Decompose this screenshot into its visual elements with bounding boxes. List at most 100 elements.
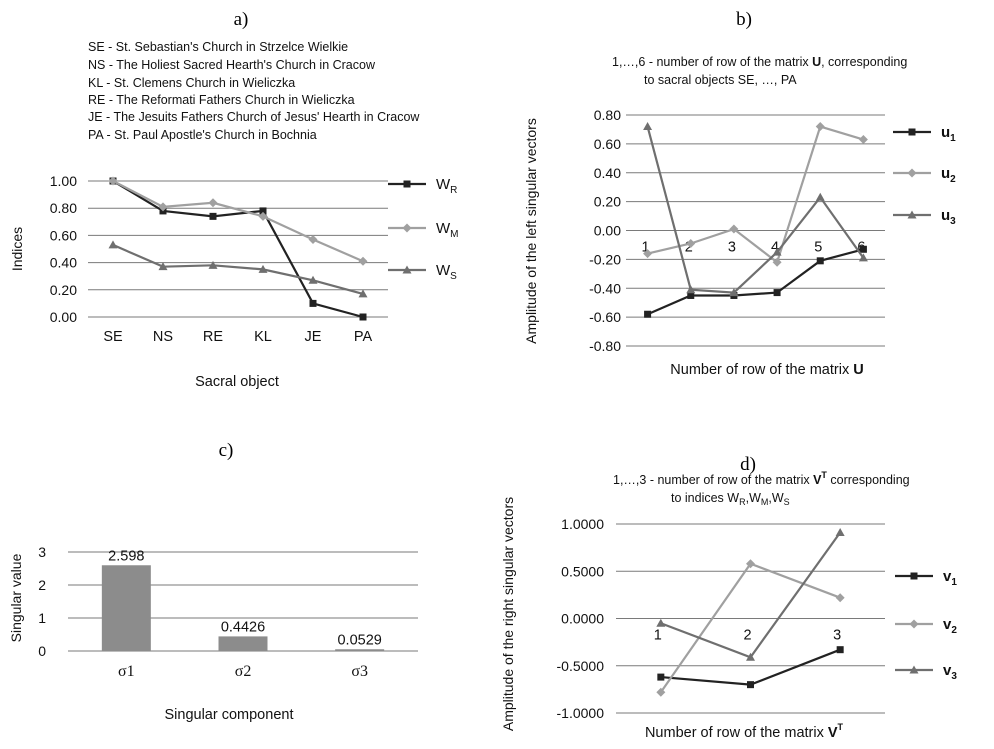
chart-a-data-point — [359, 313, 367, 321]
chart-b-data-point — [816, 257, 824, 265]
chart-b-ytick-label: 0.20 — [594, 194, 621, 210]
chart-b-category-label: 1 — [642, 240, 650, 256]
chart-a-data-point — [259, 207, 267, 215]
chart-d-annotation: 1,…,3 - number of row of the matrix VT c… — [613, 470, 910, 507]
chart-a-series-line — [112, 180, 364, 263]
chart-b-annotation: 1,…,6 - number of row of the matrix U, c… — [612, 55, 907, 87]
chart-a-xlabel: Sacral object — [195, 374, 279, 390]
object-key-pa: PA - St. Paul Apostle's Church in Bochni… — [88, 128, 317, 142]
chart-b-ytick-label: -0.60 — [589, 309, 621, 325]
chart-d-annotation-matrix: V — [813, 473, 822, 487]
chart-a-series-line — [112, 243, 364, 295]
chart-d-data-point — [835, 528, 845, 537]
chart-b-data-point — [729, 288, 739, 297]
panel-label-d: d) — [740, 454, 756, 475]
chart-b-data-point — [858, 135, 868, 145]
chart-b-data-point — [815, 122, 825, 132]
chart-a-category-label: RE — [203, 329, 223, 345]
chart-c: 0 1 2 3 Singular value Singular component σ1 σ2… — [8, 544, 418, 723]
object-key-se: SE - St. Sebastian's Church in Strzelce … — [88, 40, 348, 54]
svg-text:to indices WR,WM,WS: to indices WR,WM,WS — [671, 491, 790, 507]
chart-a-data-point — [308, 234, 318, 244]
chart-d-data-point — [657, 673, 665, 681]
chart-a-data-point — [258, 264, 268, 273]
object-key-list: SE - St. Sebastian's Church in Strzelce … — [88, 40, 420, 142]
chart-d-legend-marker — [909, 665, 919, 674]
chart-b-legend-label: u3 — [941, 207, 956, 227]
chart-b-annotation-line2: to sacral objects SE, …, PA — [644, 73, 797, 87]
charts-layer: 0.00 0.20 0.40 0.60 0.80 1.00 Indices Sacral ob… — [8, 107, 957, 741]
chart-b-category-label: 5 — [814, 240, 822, 256]
chart-d-ytick-label: 1.0000 — [561, 516, 604, 532]
chart-d-annotation-line2: to indices W — [671, 491, 739, 505]
chart-a-ytick-label: 1.00 — [50, 173, 77, 189]
chart-c-bar — [335, 649, 385, 651]
chart-b-data-point — [815, 192, 825, 201]
object-key-re: RE - The Reformati Fathers Church in Wie… — [88, 93, 355, 107]
chart-c-ytick-label: 0 — [38, 643, 46, 659]
chart-b-ytick-label: -0.80 — [589, 338, 621, 354]
chart-b-category-label: 4 — [771, 240, 779, 256]
chart-b-data-point — [773, 289, 781, 297]
chart-a-ylabel: Indices — [9, 227, 25, 271]
chart-a-category-label: JE — [305, 329, 322, 345]
chart-b-series-line — [646, 126, 865, 294]
chart-d-data-point — [656, 618, 666, 627]
chart-b-legend-label: u2 — [941, 165, 956, 185]
chart-d-ytick-label: 0.5000 — [561, 563, 604, 579]
chart-b-annotation-line1: 1,…,6 - number of row of the matrix — [612, 55, 812, 69]
chart-d-category-label: 2 — [743, 628, 751, 644]
chart-b-data-point — [644, 310, 652, 318]
panel-label-c: c) — [219, 440, 234, 461]
chart-a-data-point — [358, 256, 368, 266]
chart-d-data-point — [836, 646, 844, 654]
chart-a-series-line — [112, 180, 364, 319]
chart-b-data-point — [643, 122, 653, 131]
panel-label-a: a) — [234, 9, 249, 30]
chart-d: -1.0000 -0.5000 0.0000 0.5000 1.0000 Amplitud… — [500, 497, 957, 741]
svg-text:1,…,3 - number of row of the: 1,…,3 - number of row of the matrix VT c… — [613, 470, 910, 487]
object-key-je: JE - The Jesuits Fathers Church of Jesus… — [88, 110, 420, 124]
chart-c-ytick-label: 2 — [38, 577, 46, 593]
chart-b-data-point — [687, 291, 695, 299]
chart-a-data-point — [209, 212, 217, 220]
chart-d-annotation-sup: T — [821, 470, 827, 480]
chart-b-series-line — [647, 125, 864, 265]
chart-b-legend-label: u1 — [941, 124, 956, 144]
chart-b-data-point — [686, 285, 696, 294]
chart-b-ytick-label: -0.20 — [589, 251, 621, 267]
chart-a-category-label: SE — [103, 329, 123, 345]
chart-b-ytick-label: -0.40 — [589, 280, 621, 296]
chart-b-ytick-label: 0.40 — [594, 165, 621, 181]
panel-label-b: b) — [736, 9, 752, 30]
chart-c-ytick-label: 3 — [38, 544, 46, 560]
chart-a-data-point — [158, 202, 168, 212]
chart-a-ytick-label: 0.00 — [50, 309, 77, 325]
chart-c-ylabel: Singular value — [8, 553, 24, 642]
object-key-kl: KL - St. Clemens Church in Wieliczka — [88, 76, 295, 90]
chart-b-annotation-line1-end: , corresponding — [821, 55, 907, 69]
chart-d-data-point — [747, 681, 754, 689]
chart-a-data-point — [308, 275, 318, 284]
chart-c-bar-value-label: 0.0529 — [337, 632, 381, 648]
chart-c-bar — [101, 565, 151, 651]
chart-b-legend-marker — [907, 168, 917, 178]
chart-b-data-point — [858, 253, 868, 262]
chart-d-legend-marker — [909, 619, 919, 629]
chart-b-data-point — [772, 257, 782, 267]
chart-b-ytick-label: 0.60 — [594, 136, 621, 152]
chart-b-data-point — [643, 249, 653, 259]
chart-c-bar — [218, 636, 268, 651]
chart-a-category-label: PA — [354, 329, 373, 345]
chart-d-annotation-line1: 1,…,3 - number of row of the matrix — [613, 473, 813, 487]
chart-c-xlabel: Singular component — [165, 707, 294, 723]
chart-c-bar-value-label: 2.598 — [108, 548, 144, 564]
chart-a-ytick-label: 0.20 — [50, 282, 77, 298]
chart-d-xlabel: Number of row of the matrix VT — [645, 722, 844, 741]
chart-d-legend-label: v3 — [943, 662, 957, 682]
chart-a: 0.00 0.20 0.40 0.60 0.80 1.00 Indices Sacral ob… — [9, 173, 459, 390]
chart-b-legend-marker — [908, 128, 916, 136]
chart-d-legend-label: v2 — [943, 616, 957, 636]
chart-a-data-point — [108, 240, 118, 249]
chart-b-legend-marker — [907, 210, 917, 219]
